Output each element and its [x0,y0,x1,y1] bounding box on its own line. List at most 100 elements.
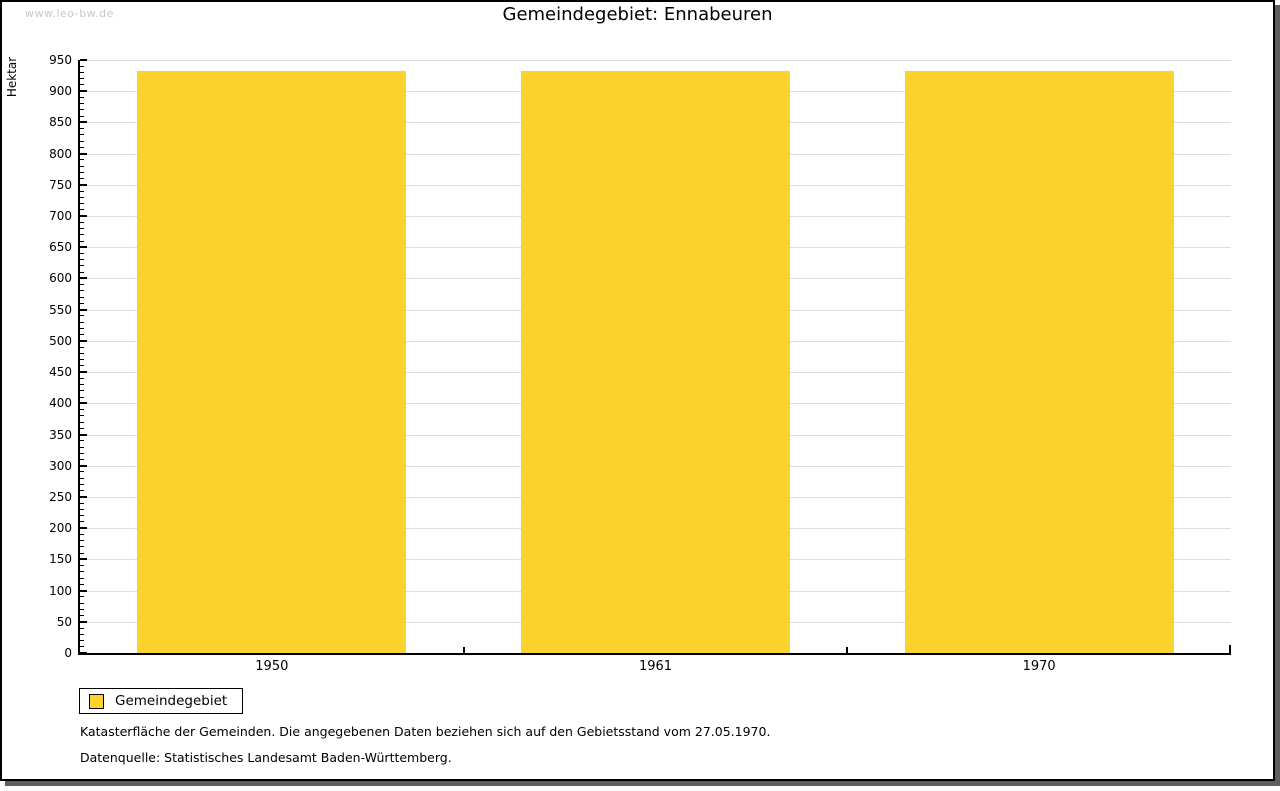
y-minor-tick [80,259,84,261]
y-major-tick [80,495,87,498]
y-tick-label: 150 [49,552,72,567]
y-major-tick [80,371,87,374]
y-minor-tick [80,540,84,542]
y-minor-tick [80,240,84,242]
legend: Gemeindegebiet [79,688,244,714]
y-minor-tick [80,302,84,304]
legend-swatch-icon [89,693,104,709]
y-tick-label: 0 [64,646,72,660]
y-minor-tick [80,178,84,180]
y-minor-tick [80,452,84,454]
bar-1961 [521,71,790,653]
x-separator-tick [846,647,849,653]
y-minor-tick [80,96,84,98]
y-minor-tick [80,253,84,254]
y-major-tick [80,402,87,405]
y-minor-tick [80,377,84,379]
y-minor-tick [80,334,84,336]
y-minor-tick [80,627,84,629]
y-minor-tick [80,608,84,610]
y-minor-tick [80,109,84,111]
y-minor-tick [80,228,84,230]
y-tick-label: 100 [49,583,72,598]
y-major-tick [80,90,87,93]
y-minor-tick [80,78,84,80]
y-minor-tick [80,115,84,117]
y-tick-label: 950 [49,53,72,67]
y-major-tick [80,183,87,186]
y-minor-tick [80,552,84,554]
y-minor-tick [80,315,84,317]
y-minor-tick [80,103,84,105]
y-major-tick [80,464,87,467]
y-minor-tick [80,483,84,485]
y-minor-tick [80,390,84,392]
y-minor-tick [80,546,84,548]
y-minor-tick [80,71,84,73]
y-minor-tick [80,440,84,442]
y-minor-tick [80,427,84,429]
y-minor-tick [80,633,84,635]
y-minor-tick [80,565,84,567]
y-minor-tick [80,533,84,535]
x-tick-label-1950: 1950 [255,659,289,674]
y-minor-tick [80,140,84,142]
gridline [80,60,1231,61]
y-tick-label: 400 [49,396,72,411]
y-minor-tick [80,646,84,648]
y-minor-tick [80,415,84,417]
page-title: Gemeindegebiet: Ennabeuren [502,4,773,25]
y-minor-tick [80,446,84,448]
y-minor-tick [80,409,84,411]
y-minor-tick [80,171,84,173]
y-tick-label: 800 [49,146,72,161]
footnote-data-source: Datenquelle: Statistisches Landesamt Bad… [80,750,452,765]
y-minor-tick [80,421,84,423]
y-minor-tick [80,515,84,517]
y-minor-tick [80,84,84,86]
y-minor-tick [80,359,84,361]
y-minor-tick [80,327,84,329]
y-tick-label: 250 [49,489,72,504]
y-minor-tick [80,190,84,192]
y-major-tick [80,620,87,623]
y-minor-tick [80,234,84,236]
y-minor-tick [80,384,84,386]
bar-1950 [137,71,407,653]
y-major-tick [80,339,87,342]
y-minor-tick [80,477,84,479]
y-major-tick [80,152,87,155]
y-minor-tick [80,209,84,211]
x-tick-label-1961: 1961 [638,659,673,674]
y-minor-tick [80,321,84,323]
y-major-tick [80,121,87,124]
x-tick-label-1970: 1970 [1022,659,1056,674]
y-minor-tick [80,221,84,223]
y-major-tick [80,308,87,311]
y-minor-tick [80,490,84,492]
x-axis-line [78,653,1231,655]
y-minor-tick [80,502,84,504]
y-major-tick [80,527,87,530]
y-minor-tick [80,508,84,510]
y-major-tick [80,246,87,249]
y-tick-label: 600 [49,271,72,286]
y-minor-tick [80,577,84,579]
y-minor-tick [80,265,84,267]
y-minor-tick [80,596,84,598]
y-tick-label: 50 [56,614,72,629]
y-minor-tick [80,146,84,148]
y-minor-tick [80,365,84,367]
y-minor-tick [80,471,84,473]
y-tick-label: 200 [49,521,72,536]
y-minor-tick [80,615,84,617]
y-minor-tick [80,165,84,167]
y-tick-label: 700 [49,209,72,224]
x-separator-tick [462,647,465,653]
y-minor-tick [80,602,84,604]
y-tick-label: 900 [49,84,72,99]
y-minor-tick [80,458,84,460]
y-major-tick [80,59,87,61]
y-minor-tick [80,521,84,523]
